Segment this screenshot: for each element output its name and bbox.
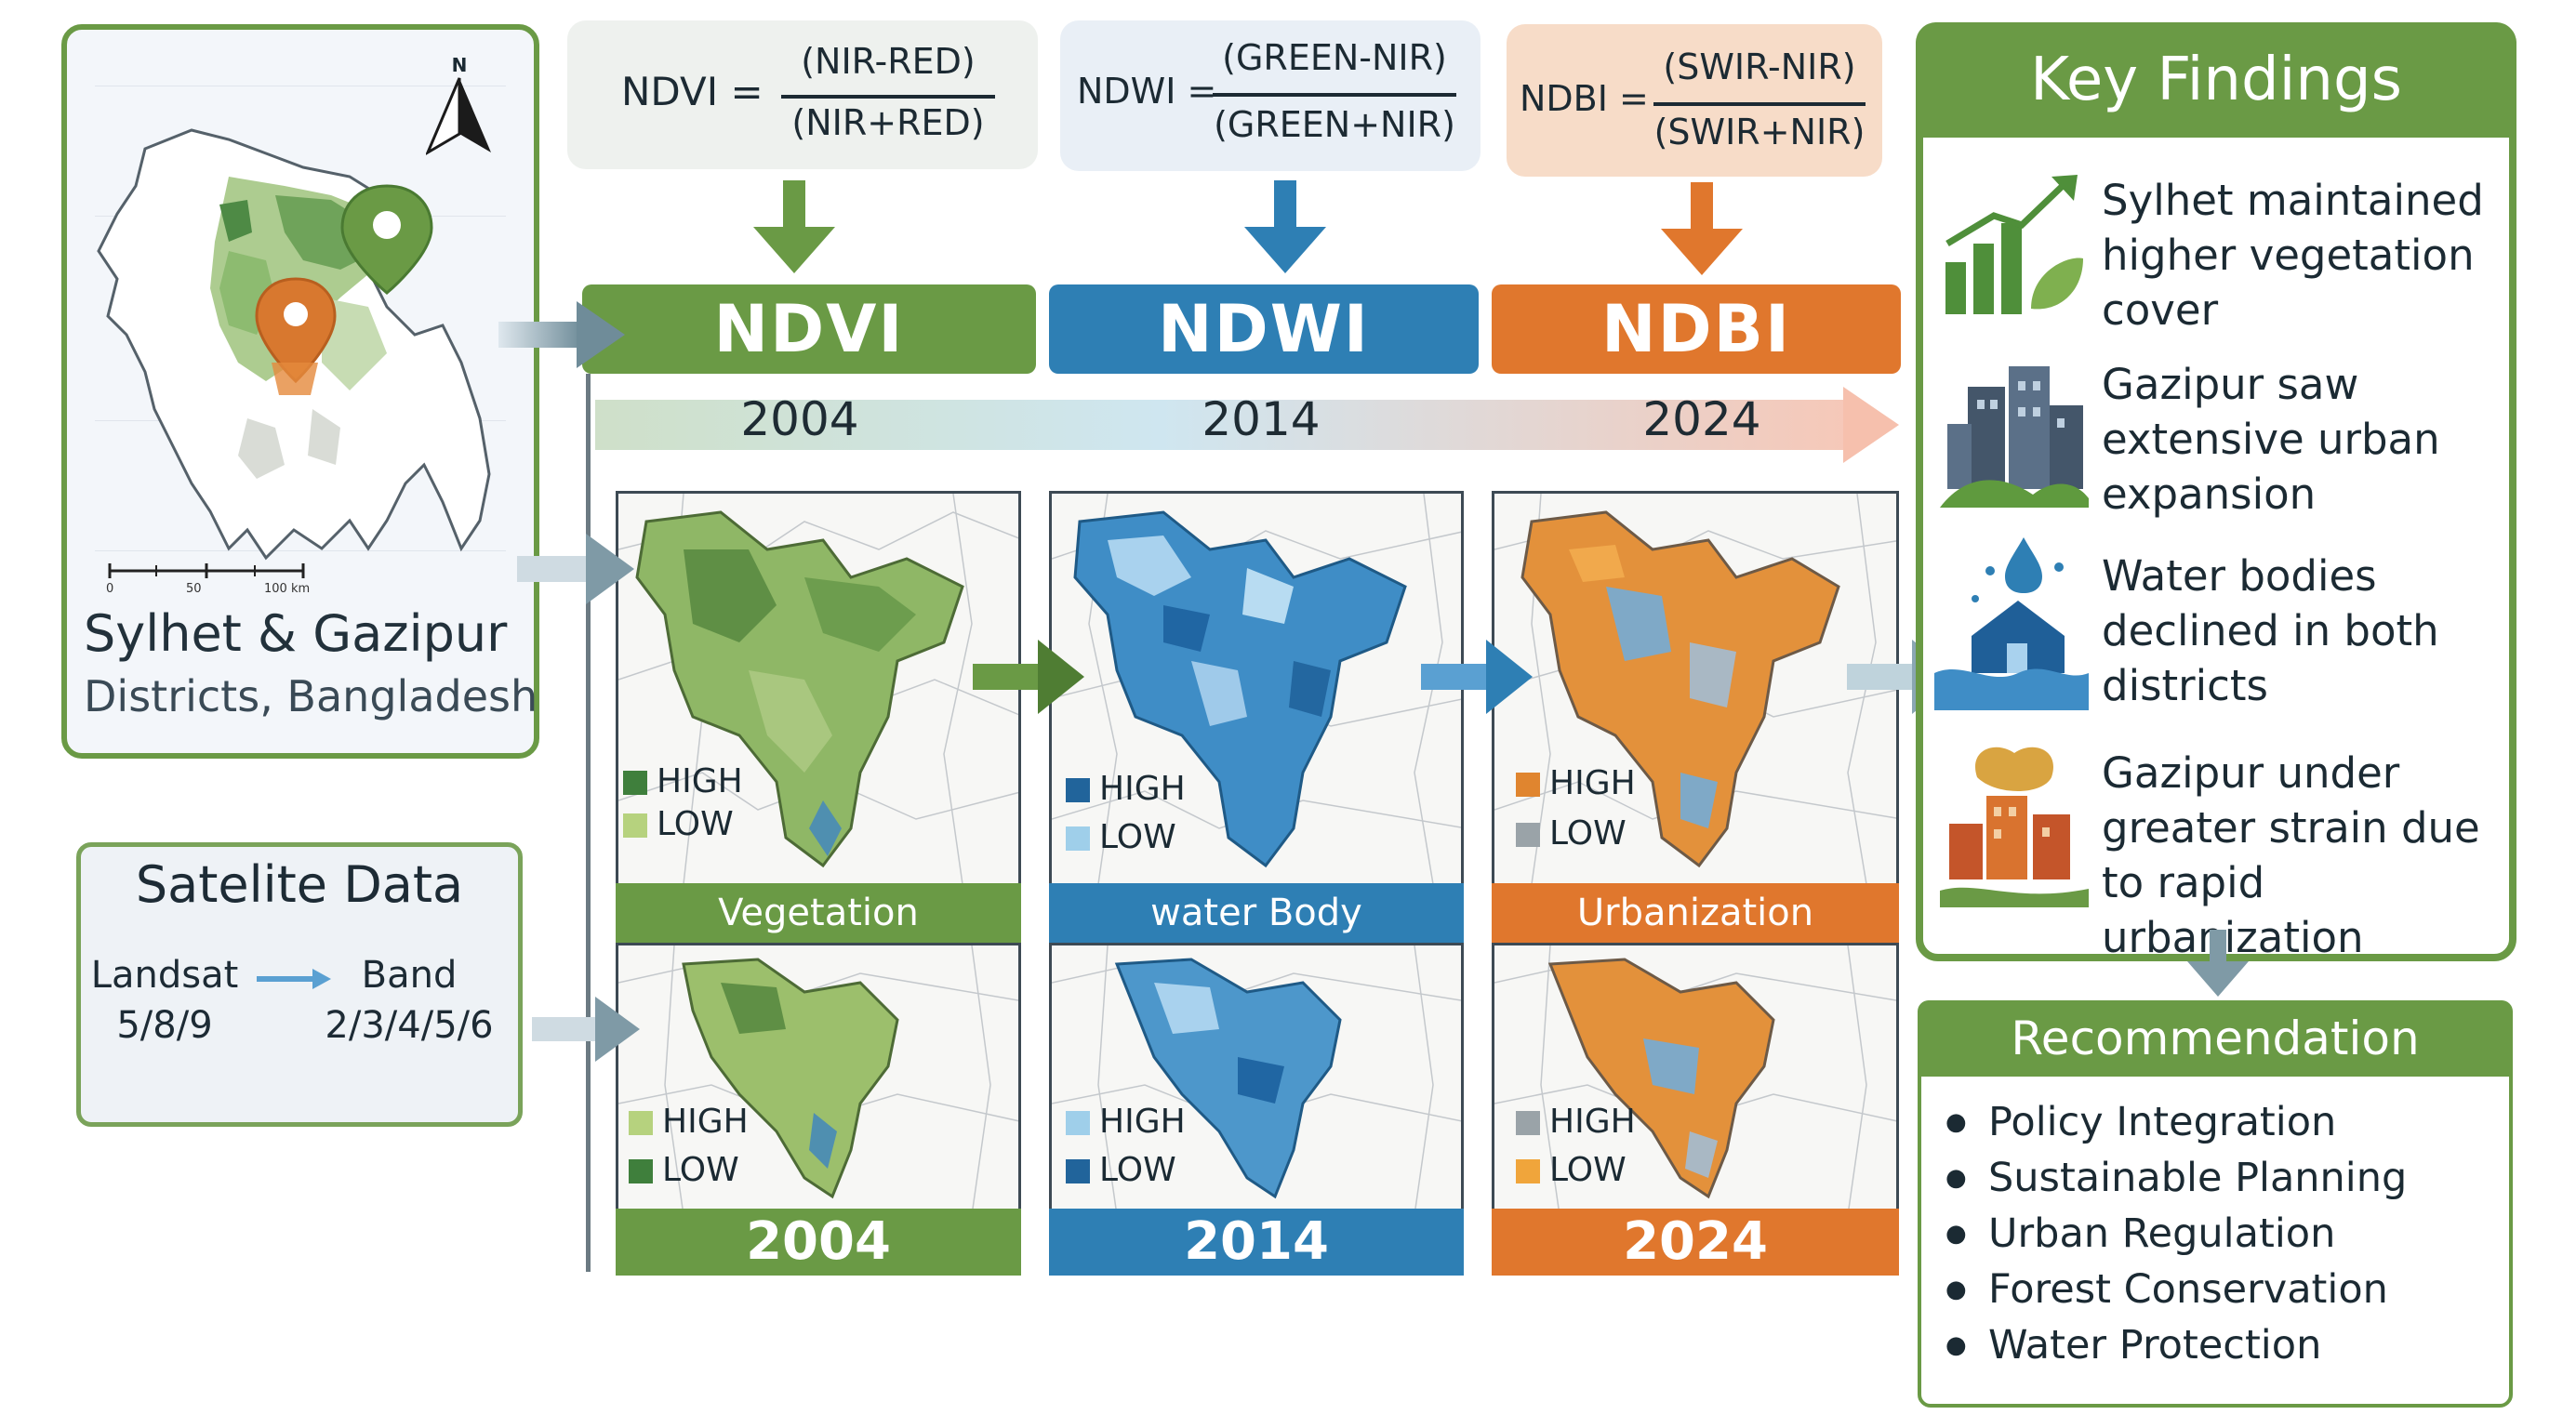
year-2024-caption: 2024	[1492, 1209, 1899, 1276]
finding-1-text: Sylhet maintained higher vegetation cove…	[2102, 176, 2484, 335]
finding-3-text: Water bodies declined in both districts	[2102, 551, 2439, 710]
arrow-right-icon	[257, 969, 331, 989]
ndwi-bottom-legend-high: HIGH	[1066, 1103, 1186, 1141]
flow-arrow-ndwi-ndbi-icon	[1421, 640, 1533, 714]
ndwi-legend-low: LOW	[1066, 818, 1176, 856]
ndvi-map-panel	[616, 491, 1021, 943]
rec-item-planning: Sustainable Planning	[1945, 1155, 2407, 1201]
timeline-year-2004: 2004	[740, 392, 859, 446]
ndwi-formula-box: NDWI = (GREEN-NIR) (GREEN+NIR)	[1060, 20, 1481, 171]
scale-label-100: 100 km	[264, 582, 311, 596]
ndwi-map-2014	[1052, 494, 1461, 885]
flow-arrow-icon	[498, 301, 625, 368]
timeline-arrow	[595, 387, 1899, 463]
satellite-title: Satelite Data	[135, 855, 464, 914]
rec-item-forest: Forest Conservation	[1945, 1266, 2388, 1313]
north-arrow-icon	[426, 77, 491, 155]
flow-arrow-sat-icon	[532, 997, 640, 1062]
ndwi-map-panel	[1049, 491, 1464, 943]
flow-arrow-ndvi-ndwi-icon	[973, 640, 1084, 714]
ndbi-bottom-legend-high: HIGH	[1516, 1103, 1636, 1141]
ndbi-legend-low: LOW	[1516, 814, 1627, 853]
ndvi-fraction-line	[781, 95, 995, 99]
band-label: Band	[361, 954, 458, 997]
ndvi-formula-box: NDVI = (NIR-RED) (NIR+RED)	[567, 20, 1038, 169]
ndbi-map-2024	[1494, 494, 1896, 885]
ndwi-bottom-legend-low: LOW	[1066, 1151, 1176, 1189]
connector-line	[586, 374, 591, 1272]
ndvi-map-bottom	[618, 945, 1018, 1216]
ndbi-map-panel	[1492, 491, 1899, 943]
ndvi-banner: NDVI	[582, 284, 1036, 374]
ndwi-banner: NDWI	[1049, 284, 1479, 374]
recommendation-title: Recommendation	[1918, 1000, 2513, 1077]
ndbi-banner: NDBI	[1492, 284, 1901, 374]
ndvi-bottom-legend-high: HIGH	[629, 1103, 749, 1141]
ndwi-down-arrow-icon	[1244, 180, 1326, 273]
ndvi-formula-label: NDVI =	[621, 69, 764, 114]
ndvi-down-arrow-icon	[753, 180, 835, 273]
ndwi-denominator: (GREEN+NIR)	[1214, 104, 1455, 145]
city-buildings-icon	[1940, 366, 2089, 508]
rec-item-policy: Policy Integration	[1945, 1099, 2336, 1145]
vegetation-growth-icon	[1945, 175, 2083, 314]
flow-arrow-study-icon	[517, 534, 634, 604]
rec-item-water: Water Protection	[1945, 1322, 2321, 1368]
landsat-value: 5/8/9	[116, 1004, 213, 1047]
water-body-caption: water Body	[1049, 883, 1464, 943]
ndbi-formula-label: NDBI =	[1520, 78, 1649, 119]
scale-label-0: 0	[106, 582, 114, 596]
north-label: N	[451, 54, 468, 76]
landsat-label: Landsat	[90, 954, 239, 997]
ndbi-bottom-legend-low: LOW	[1516, 1151, 1627, 1189]
year-2004-caption: 2004	[616, 1209, 1021, 1276]
ndvi-denominator: (NIR+RED)	[791, 102, 985, 143]
sylhet-marker-icon	[340, 184, 433, 295]
scale-bar	[108, 563, 305, 578]
ndvi-numerator: (NIR-RED)	[801, 41, 976, 82]
bangladesh-map	[97, 128, 491, 561]
study-area-title: Sylhet & Gazipur	[84, 604, 508, 663]
timeline-year-2024: 2024	[1642, 392, 1761, 446]
ndwi-formula-label: NDWI =	[1077, 71, 1217, 112]
timeline-year-2014: 2014	[1202, 392, 1321, 446]
ndwi-numerator: (GREEN-NIR)	[1222, 37, 1447, 78]
flood-house-icon	[1934, 537, 2089, 710]
study-area-subtitle: Districts, Bangladesh	[84, 671, 538, 721]
satellite-data-card	[76, 842, 523, 1127]
ndbi-map-bottom	[1494, 945, 1896, 1216]
down-arrow-icon	[2187, 930, 2249, 997]
ndbi-denominator: (SWIR+NIR)	[1653, 112, 1866, 152]
ndbi-fraction-line	[1653, 102, 1866, 106]
vegetation-caption: Vegetation	[616, 883, 1021, 943]
urban-strain-icon	[1940, 747, 2089, 907]
finding-4-text: Gazipur under greater strain due to rapi…	[2102, 748, 2480, 962]
ndwi-legend-high: HIGH	[1066, 770, 1186, 808]
key-findings-title: Key Findings	[1916, 22, 2516, 138]
ndbi-down-arrow-icon	[1661, 182, 1743, 275]
ndvi-bottom-legend-low: LOW	[629, 1151, 739, 1189]
ndbi-legend-high: HIGH	[1516, 764, 1636, 802]
rec-item-regulation: Urban Regulation	[1945, 1210, 2335, 1257]
scale-label-50: 50	[186, 582, 202, 596]
ndvi-legend-high: HIGH	[623, 762, 743, 800]
ndwi-map-bottom	[1052, 945, 1461, 1216]
ndbi-numerator: (SWIR-NIR)	[1663, 46, 1856, 87]
urbanization-caption: Urbanization	[1492, 883, 1899, 943]
gazipur-marker-icon	[255, 277, 337, 395]
year-2014-caption: 2014	[1049, 1209, 1464, 1276]
ndvi-legend-low: LOW	[623, 805, 734, 843]
ndwi-fraction-line	[1213, 93, 1456, 97]
ndvi-map-2004	[618, 494, 1018, 885]
finding-2-text: Gazipur saw extensive urban expansion	[2102, 360, 2440, 519]
ndbi-formula-box: NDBI = (SWIR-NIR) (SWIR+NIR)	[1507, 24, 1882, 177]
band-value: 2/3/4/5/6	[325, 1004, 494, 1047]
